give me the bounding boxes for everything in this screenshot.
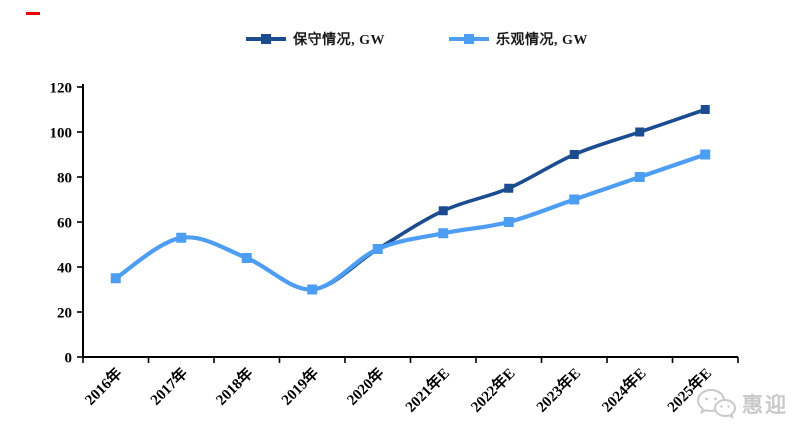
x-tick-label: 2023年E xyxy=(532,364,584,416)
x-tick-label: 2020年 xyxy=(343,364,388,409)
legend-item-optimistic: 乐观情况, GW xyxy=(449,29,588,49)
data-point xyxy=(700,149,711,160)
data-point xyxy=(569,150,579,159)
data-point xyxy=(700,105,710,114)
wechat-icon xyxy=(696,388,737,420)
data-point xyxy=(438,206,448,216)
y-tick-label: 20 xyxy=(57,306,72,322)
y-tick-label: 80 xyxy=(57,171,72,187)
data-point xyxy=(241,253,252,263)
x-tick-label: 2017年 xyxy=(147,364,192,409)
y-tick-label: 100 xyxy=(50,126,73,142)
legend-label-optimistic: 乐观情况, GW xyxy=(496,33,588,48)
x-tick-label: 2021年E xyxy=(401,364,453,416)
x-tick-label: 2019年 xyxy=(278,364,323,409)
data-point xyxy=(635,127,645,137)
legend-square-swatch xyxy=(464,34,474,44)
y-tick-label: 120 xyxy=(50,81,73,97)
data-point xyxy=(438,228,449,239)
legend-label-conservative: 保守情况, GW xyxy=(293,33,385,48)
legend-square-swatch xyxy=(261,34,272,44)
data-point xyxy=(634,172,645,182)
series-line-1 xyxy=(113,152,708,292)
data-point xyxy=(307,284,318,295)
legend-marker-optimistic xyxy=(449,34,489,44)
series-line-0 xyxy=(113,107,708,292)
x-tick-label: 2018年 xyxy=(212,364,257,409)
y-tick-label: 0 xyxy=(65,351,73,367)
watermark-text: 惠迎 xyxy=(742,393,788,417)
x-tick-label: 2024年E xyxy=(598,364,650,416)
y-tick-label: 40 xyxy=(57,261,72,277)
data-point xyxy=(176,232,187,243)
data-point xyxy=(569,194,580,205)
watermark: 惠迎 xyxy=(694,386,788,422)
data-point xyxy=(504,183,514,193)
x-tick-label: 2016年 xyxy=(81,364,126,409)
legend-marker-conservative xyxy=(246,34,287,44)
data-point xyxy=(372,244,383,254)
red-dash-mark xyxy=(26,12,40,15)
y-tick-label: 60 xyxy=(57,216,72,232)
chart-legend: 保守情况, GW 乐观情况, GW xyxy=(17,29,800,49)
data-point xyxy=(503,217,514,227)
legend-item-conservative: 保守情况, GW xyxy=(246,29,385,49)
x-tick-label: 2022年E xyxy=(467,364,519,416)
data-point xyxy=(110,273,121,284)
